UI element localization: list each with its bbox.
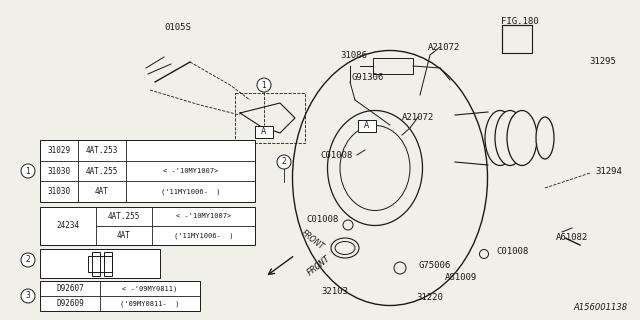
- Text: 31220: 31220: [417, 293, 444, 302]
- Bar: [88, 255, 112, 271]
- Text: ('11MY1006-  ): ('11MY1006- ): [173, 232, 233, 239]
- Text: 24234: 24234: [56, 221, 79, 230]
- Ellipse shape: [485, 110, 515, 165]
- Text: < -'10MY1007>: < -'10MY1007>: [163, 168, 218, 174]
- Text: ('09MY0811-  ): ('09MY0811- ): [120, 300, 180, 307]
- Bar: [373, 58, 413, 74]
- Text: D92607: D92607: [56, 284, 84, 293]
- Text: FRONT: FRONT: [300, 229, 326, 252]
- Bar: [92, 252, 100, 276]
- Text: 2: 2: [282, 157, 286, 166]
- Text: D92609: D92609: [56, 299, 84, 308]
- Ellipse shape: [394, 262, 406, 274]
- Text: < -'10MY1007>: < -'10MY1007>: [176, 213, 231, 220]
- Text: 4AT.255: 4AT.255: [86, 166, 118, 175]
- Text: A: A: [364, 122, 370, 131]
- Bar: [358, 120, 376, 132]
- Text: FIG.180: FIG.180: [501, 18, 539, 27]
- Text: A61082: A61082: [556, 233, 588, 242]
- Text: FRONT: FRONT: [305, 254, 332, 278]
- Text: A21072: A21072: [402, 113, 434, 122]
- Text: C01008: C01008: [321, 150, 353, 159]
- Text: 2: 2: [26, 255, 30, 265]
- Ellipse shape: [343, 220, 353, 230]
- Text: A156001138: A156001138: [574, 303, 628, 312]
- Bar: [40, 207, 255, 245]
- Circle shape: [257, 78, 271, 92]
- Text: 1: 1: [26, 166, 30, 175]
- Text: 32103: 32103: [321, 287, 348, 297]
- Text: 4AT.255: 4AT.255: [108, 212, 140, 221]
- Text: 31086: 31086: [340, 51, 367, 60]
- Bar: [502, 25, 532, 53]
- Text: 31030: 31030: [47, 166, 70, 175]
- Text: 31295: 31295: [589, 58, 616, 67]
- Text: 3: 3: [26, 292, 31, 300]
- Ellipse shape: [495, 110, 525, 165]
- Ellipse shape: [536, 117, 554, 159]
- Text: 1: 1: [262, 81, 266, 90]
- Text: ('11MY1006-  ): ('11MY1006- ): [161, 188, 220, 195]
- Text: 31030: 31030: [47, 187, 70, 196]
- Bar: [40, 140, 255, 202]
- Text: A21072: A21072: [428, 43, 460, 52]
- Circle shape: [21, 164, 35, 178]
- Text: 0105S: 0105S: [164, 23, 191, 33]
- Text: 4AT: 4AT: [117, 231, 131, 240]
- Bar: [40, 249, 160, 278]
- Ellipse shape: [507, 110, 537, 165]
- Circle shape: [21, 289, 35, 303]
- Text: A: A: [261, 127, 267, 137]
- Text: G91306: G91306: [352, 73, 384, 82]
- Text: < -'09MY0811): < -'09MY0811): [122, 285, 178, 292]
- Circle shape: [277, 155, 291, 169]
- Ellipse shape: [479, 250, 488, 259]
- Text: 31029: 31029: [47, 146, 70, 155]
- Text: G75006: G75006: [419, 260, 451, 269]
- Text: C01008: C01008: [307, 215, 339, 225]
- Text: 4AT: 4AT: [95, 187, 109, 196]
- Bar: [255, 126, 273, 138]
- Text: 4AT.253: 4AT.253: [86, 146, 118, 155]
- Circle shape: [21, 253, 35, 267]
- Text: C01008: C01008: [496, 247, 528, 257]
- Ellipse shape: [331, 238, 359, 258]
- Text: 31294: 31294: [595, 167, 622, 177]
- Bar: [40, 281, 200, 311]
- Bar: [104, 252, 112, 276]
- Text: A81009: A81009: [445, 274, 477, 283]
